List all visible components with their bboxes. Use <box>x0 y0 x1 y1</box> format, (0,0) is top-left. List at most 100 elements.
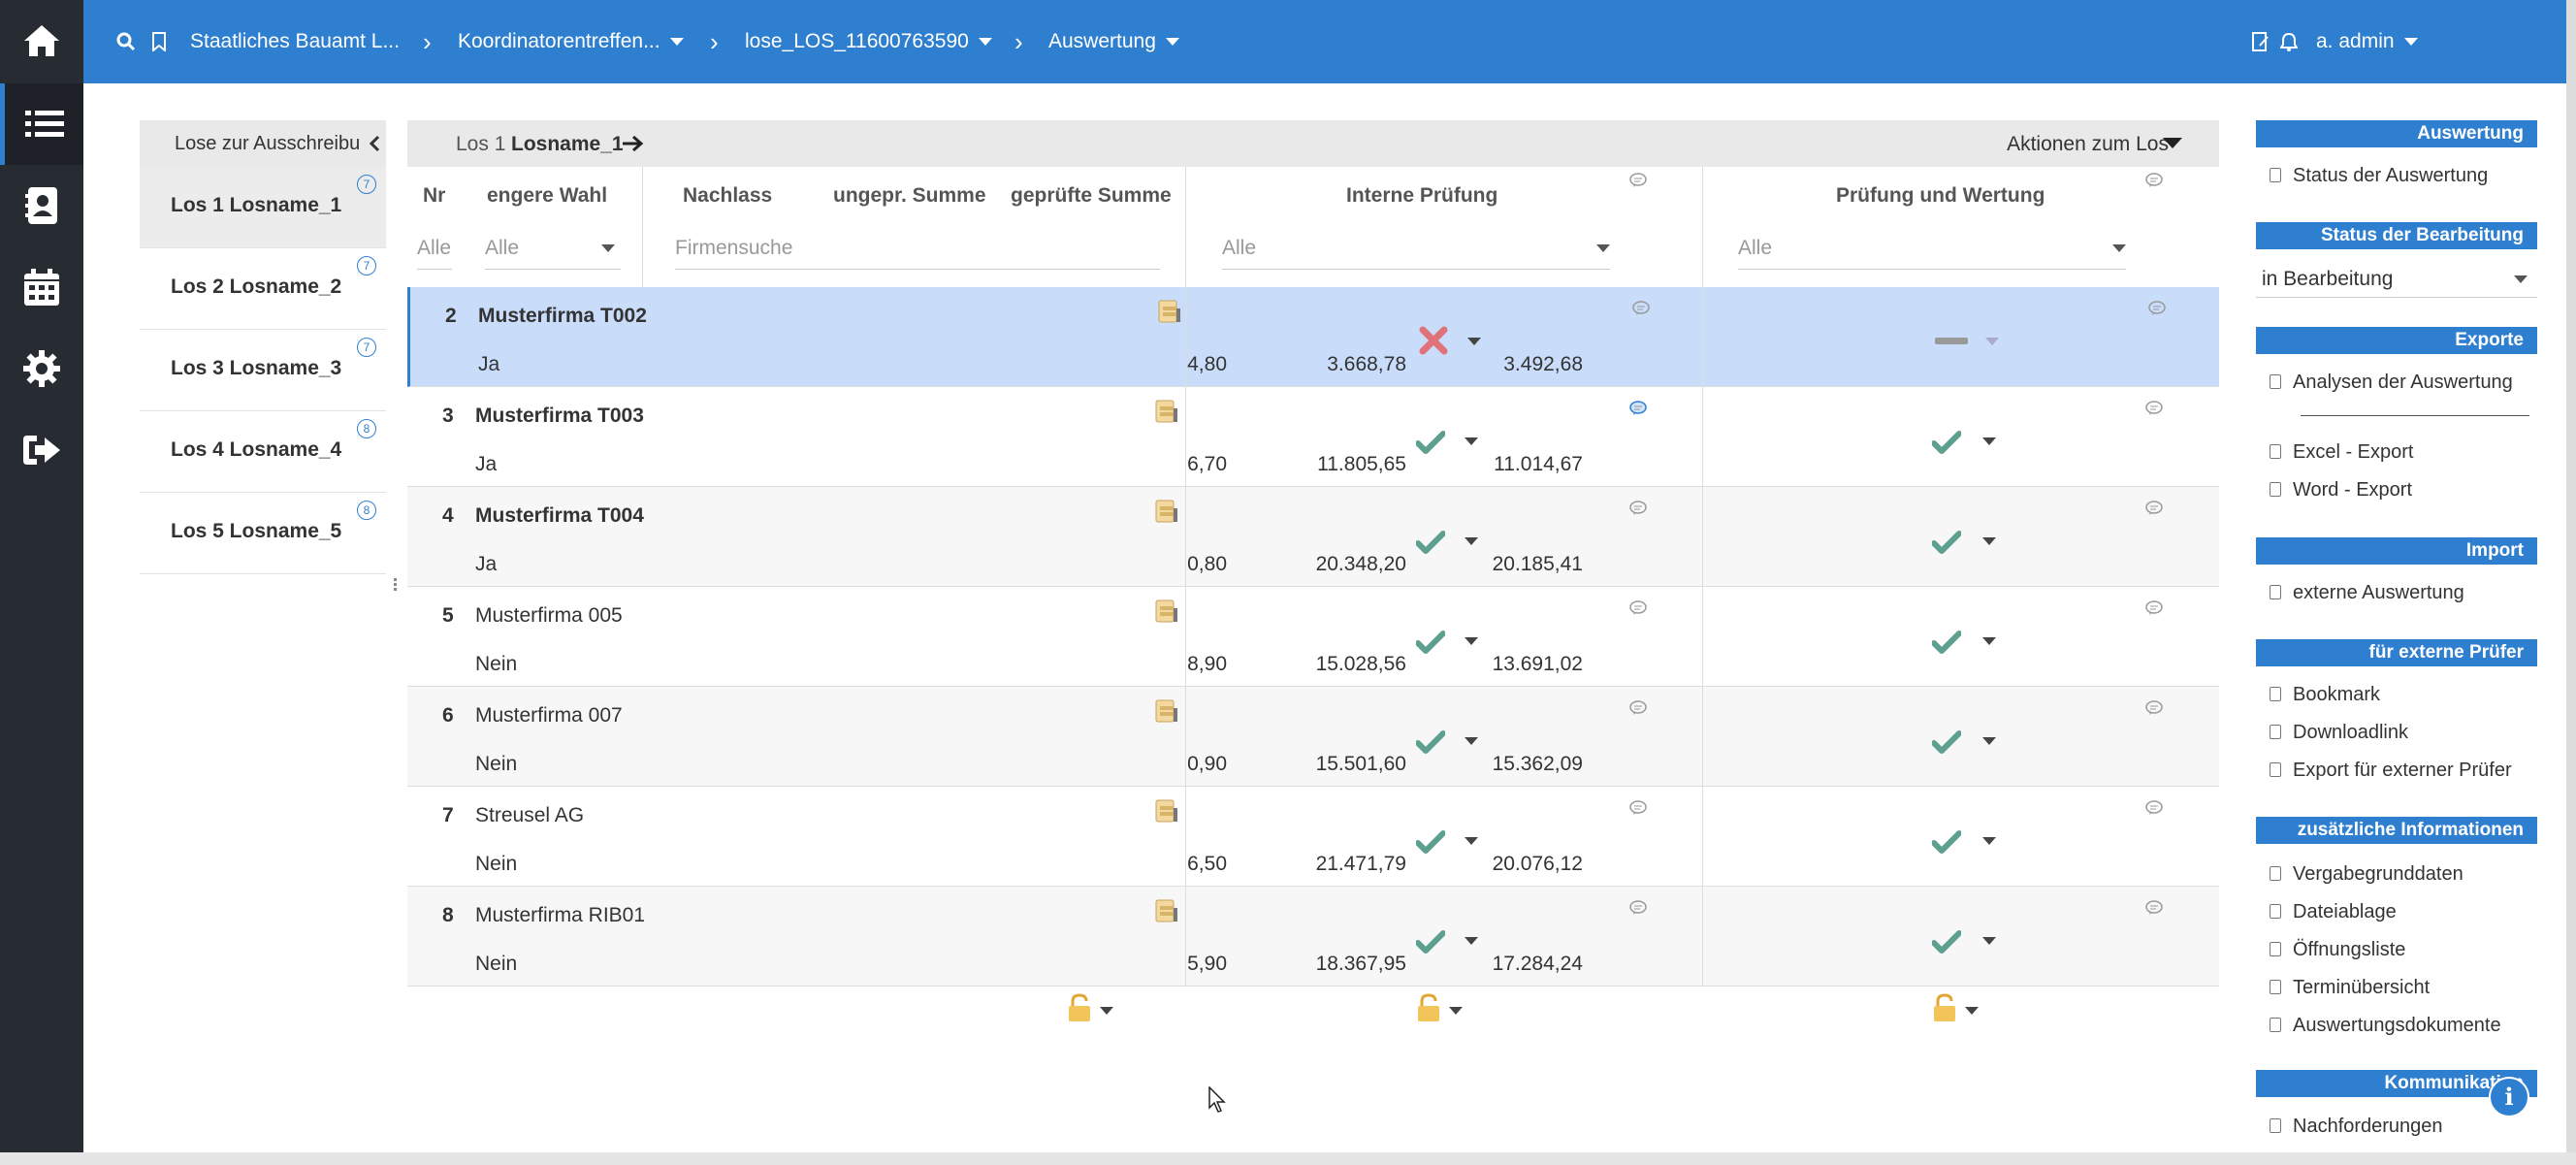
header-interne-pruefung[interactable]: Interne Prüfung <box>1346 184 1498 207</box>
table-row[interactable]: 3 Musterfirma T003 Ja 6,70 11.805,65 11.014,6… <box>407 387 2219 487</box>
list-icon[interactable] <box>0 83 83 165</box>
chevron-down-icon[interactable] <box>1596 244 1610 252</box>
document-edit-icon[interactable] <box>2252 0 2270 83</box>
comment-icon[interactable] <box>1629 700 1647 716</box>
table-row[interactable]: 2 Musterfirma T002 Ja 4,80 3.668,78 3.492,68 <box>407 287 2219 387</box>
resize-handle-icon[interactable] <box>394 576 398 593</box>
header-pruefung-wertung[interactable]: Prüfung und Wertung <box>1836 184 2045 207</box>
caret-down-icon[interactable] <box>1100 1007 1113 1015</box>
lock-open-icon[interactable] <box>1932 993 1979 1022</box>
actions-dropdown[interactable]: Aktionen zum Los <box>2007 133 2169 155</box>
comment-icon[interactable] <box>1629 600 1647 616</box>
caret-down-icon[interactable] <box>2163 138 2182 149</box>
link-downloadlink[interactable]: Downloadlink <box>2270 722 2408 744</box>
link-status-auswertung[interactable]: Status der Auswertung <box>2270 165 2488 187</box>
comment-icon[interactable] <box>2145 501 2163 516</box>
caret-down-icon[interactable] <box>1465 437 1478 445</box>
lock-open-icon[interactable] <box>1416 993 1463 1022</box>
lose-item[interactable]: Los 1 Losname_1 7 <box>140 167 386 248</box>
comment-icon[interactable] <box>1632 301 1650 316</box>
chevron-down-icon[interactable] <box>2514 275 2528 283</box>
lose-item[interactable]: Los 4 Losname_4 8 <box>140 411 386 493</box>
lose-item[interactable]: Los 5 Losname_5 8 <box>140 493 386 574</box>
comment-icon[interactable] <box>1629 900 1647 916</box>
lose-item[interactable]: Los 2 Losname_2 7 <box>140 248 386 330</box>
link-nachforderungen[interactable]: Nachforderungen <box>2270 1116 2443 1138</box>
caret-down-icon[interactable] <box>1449 1007 1463 1015</box>
caret-down-icon[interactable] <box>1982 937 1996 945</box>
chevron-down-icon[interactable] <box>2403 38 2418 46</box>
caret-down-icon[interactable] <box>1982 437 1996 445</box>
link-externe-auswertung[interactable]: externe Auswertung <box>2270 582 2464 604</box>
caret-down-icon[interactable] <box>1465 637 1478 645</box>
link-excel-export[interactable]: Excel - Export <box>2270 441 2413 464</box>
header-nr[interactable]: Nr <box>423 184 446 207</box>
comment-icon[interactable] <box>1629 173 1647 188</box>
search-icon[interactable] <box>116 0 136 83</box>
chevron-left-icon[interactable] <box>369 135 380 152</box>
chevron-down-icon[interactable] <box>2112 244 2126 252</box>
breadcrumb-3[interactable]: lose_LOS_11600763590 <box>745 0 992 83</box>
money-icon[interactable] <box>1157 299 1182 324</box>
breadcrumb-2[interactable]: Koordinatorentreffen... <box>458 0 684 83</box>
caret-down-icon[interactable] <box>1982 537 1996 545</box>
header-engere-wahl[interactable]: engere Wahl <box>487 184 608 207</box>
comment-icon[interactable] <box>1629 401 1647 416</box>
bookmark-icon[interactable] <box>151 0 167 83</box>
table-row[interactable]: 8 Musterfirma RIB01 Nein 5,90 18.367,95 17.28… <box>407 887 2219 987</box>
table-row[interactable]: 4 Musterfirma T004 Ja 0,80 20.348,20 20.185,4… <box>407 487 2219 587</box>
caret-down-icon[interactable] <box>1465 837 1478 845</box>
money-icon[interactable] <box>1154 798 1179 824</box>
comment-icon[interactable] <box>2145 700 2163 716</box>
comment-icon[interactable] <box>2145 401 2163 416</box>
gear-icon[interactable] <box>0 328 83 409</box>
header-ungepr-summe[interactable]: ungepr. Summe <box>833 184 986 207</box>
header-gepr-summe[interactable]: geprüfte Summe <box>1011 184 1172 207</box>
money-icon[interactable] <box>1154 499 1179 524</box>
table-row[interactable]: 6 Musterfirma 007 Nein 0,90 15.501,60 15.362,… <box>407 687 2219 787</box>
caret-down-icon[interactable] <box>1467 338 1481 345</box>
table-row[interactable]: 7 Streusel AG Nein 6,50 21.471,79 20.076,12 <box>407 787 2219 887</box>
comment-icon[interactable] <box>2145 800 2163 816</box>
chevron-down-icon[interactable] <box>978 38 992 46</box>
breadcrumb-4[interactable]: Auswertung <box>1048 0 1179 83</box>
lose-item[interactable]: Los 3 Losname_3 7 <box>140 330 386 411</box>
user-menu[interactable]: a. admin <box>2316 0 2418 83</box>
link-dateiablage[interactable]: Dateiablage <box>2270 901 2397 923</box>
caret-down-icon[interactable] <box>1985 338 1999 345</box>
link-word-export[interactable]: Word - Export <box>2270 479 2412 502</box>
filter-nr[interactable]: Alle <box>417 237 452 270</box>
bell-icon[interactable] <box>2280 0 2298 83</box>
money-icon[interactable] <box>1154 599 1179 624</box>
link-vergabegrunddaten[interactable]: Vergabegrunddaten <box>2270 863 2463 886</box>
chevron-down-icon[interactable] <box>1165 38 1179 46</box>
comment-icon[interactable] <box>2145 173 2163 188</box>
comment-icon[interactable] <box>1629 800 1647 816</box>
table-row[interactable]: 5 Musterfirma 005 Nein 8,90 15.028,56 13.691,… <box>407 587 2219 687</box>
link-bookmark[interactable]: Bookmark <box>2270 684 2380 706</box>
caret-down-icon[interactable] <box>1982 637 1996 645</box>
home-icon[interactable] <box>0 0 83 81</box>
link-oeffnungsliste[interactable]: Öffnungsliste <box>2270 939 2405 961</box>
filter-pruefung-wertung[interactable]: Alle <box>1738 237 2126 270</box>
contacts-icon[interactable] <box>0 165 83 246</box>
arrow-right-icon[interactable] <box>623 135 644 152</box>
header-nachlass[interactable]: Nachlass <box>683 184 773 207</box>
link-auswertungsdokumente[interactable]: Auswertungsdokumente <box>2270 1015 2501 1037</box>
chevron-down-icon[interactable] <box>601 244 615 252</box>
comment-icon[interactable] <box>1629 501 1647 516</box>
info-icon[interactable]: i <box>2489 1077 2529 1117</box>
caret-down-icon[interactable] <box>1982 837 1996 845</box>
breadcrumb-1[interactable]: Staatliches Bauamt L... <box>190 30 400 52</box>
lock-open-icon[interactable] <box>1067 993 1113 1022</box>
money-icon[interactable] <box>1154 698 1179 724</box>
comment-icon[interactable] <box>2145 900 2163 916</box>
comment-icon[interactable] <box>2145 600 2163 616</box>
filter-firmensuche[interactable]: Firmensuche <box>675 237 1160 270</box>
caret-down-icon[interactable] <box>1465 537 1478 545</box>
money-icon[interactable] <box>1154 898 1179 923</box>
filter-interne-pruefung[interactable]: Alle <box>1222 237 1610 270</box>
caret-down-icon[interactable] <box>1965 1007 1979 1015</box>
filter-engere-wahl[interactable]: Alle <box>485 237 621 270</box>
link-export-externe-pruefer[interactable]: Export für externer Prüfer <box>2270 760 2512 782</box>
